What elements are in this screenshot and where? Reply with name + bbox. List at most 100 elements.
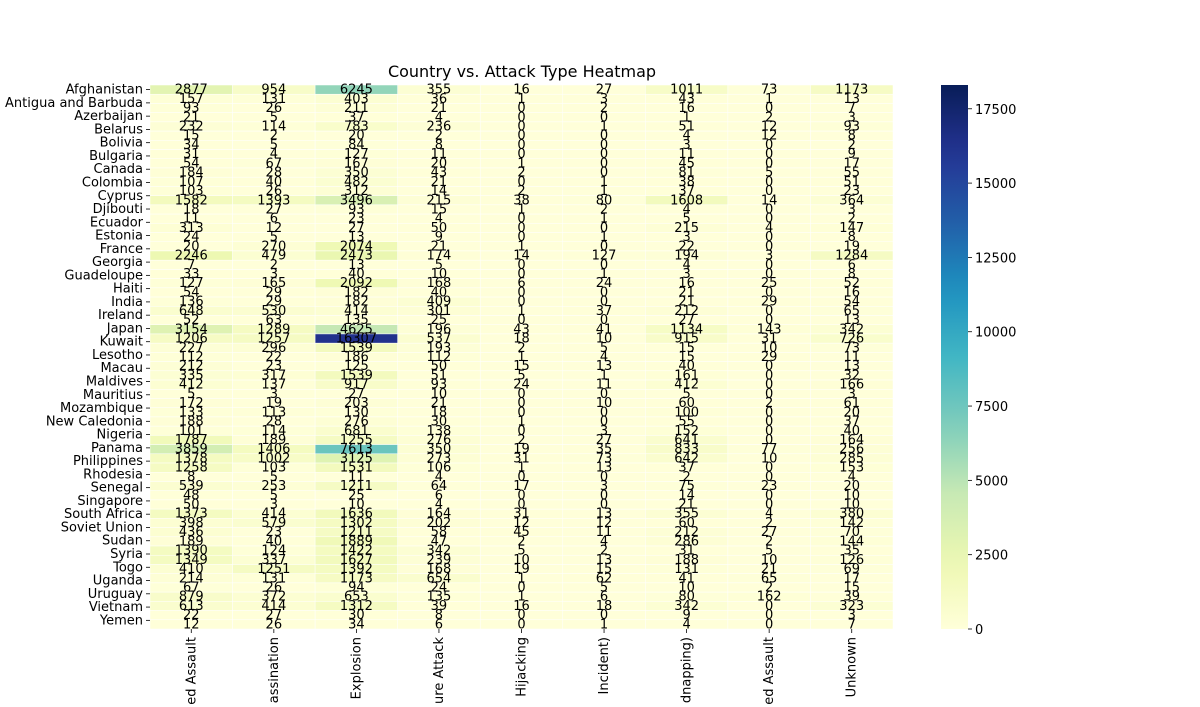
cell-value-label: 2 — [517, 166, 525, 181]
cell-value-label: 3 — [848, 202, 856, 217]
cell-value-label: 127 — [179, 276, 204, 291]
cell-value-label: 28 — [266, 166, 283, 181]
cell-value-label: 27 — [266, 608, 283, 623]
cell-value-label: 879 — [179, 590, 204, 605]
cell-value-label: 2 — [765, 396, 773, 411]
cell-value-label: 10 — [431, 387, 448, 402]
cell-value-label: 335 — [179, 368, 204, 383]
cell-value-label: 0 — [517, 498, 525, 513]
cell-value-label: 11 — [596, 378, 613, 393]
cell-value-label: 1 — [600, 184, 608, 199]
cell-value-label: 1349 — [175, 553, 208, 568]
cell-value-label: 1392 — [340, 562, 373, 577]
cell-value-label: 0 — [600, 295, 608, 310]
cell-value-label: 2 — [270, 129, 278, 144]
cell-value-label: 81 — [678, 166, 695, 181]
cell-value-label: 355 — [674, 507, 699, 522]
cell-value-label: 0 — [600, 470, 608, 485]
cell-value-label: 0 — [600, 110, 608, 125]
cell-value-label: 4 — [270, 147, 278, 162]
column-tick-label: Incident) — [597, 637, 612, 695]
cell-value-label: 35 — [843, 544, 860, 559]
cell-value-label: 27 — [678, 313, 695, 328]
cell-value-label: 41 — [678, 571, 695, 586]
cell-value-label: 0 — [517, 138, 525, 153]
row-tick-label: Afghanistan — [66, 83, 143, 98]
row-tick-label: Japan — [106, 321, 143, 336]
cell-value-label: 6 — [270, 212, 278, 227]
cell-value-label: 0 — [600, 285, 608, 300]
cell-value-label: 915 — [674, 332, 699, 347]
cell-value-label: 27 — [596, 83, 613, 98]
cell-value-label: 0 — [517, 212, 525, 227]
cell-value-label: 16 — [513, 83, 530, 98]
cell-value-label: 0 — [765, 267, 773, 282]
cell-value-label: 0 — [517, 424, 525, 439]
cell-value-label: 8 — [187, 470, 195, 485]
cell-value-label: 15 — [596, 562, 613, 577]
column-tick-label: assination — [267, 637, 282, 703]
cell-value-label: 0 — [517, 470, 525, 485]
cell-value-label: 161 — [674, 368, 699, 383]
cell-value-label: 4 — [682, 129, 690, 144]
cell-value-label: 20 — [348, 129, 365, 144]
cell-value-label: 5 — [517, 544, 525, 559]
cell-value-label: 80 — [596, 193, 613, 208]
cell-value-label: 726 — [839, 332, 864, 347]
cell-value-label: 65 — [761, 571, 778, 586]
cell-value-label: 43 — [513, 322, 530, 337]
cell-value-label: 93 — [348, 202, 365, 217]
row-tick-label: Colombia — [82, 175, 143, 190]
cell-value-label: 131 — [261, 571, 286, 586]
colorbar: 0 2500 5000 7500 10000 12500 15000 17500 — [941, 85, 1016, 638]
cell-value-label: 193 — [427, 341, 452, 356]
cell-value-label: 0 — [765, 184, 773, 199]
cell-value-label: 215 — [427, 193, 452, 208]
cell-value-label: 5 — [270, 110, 278, 125]
cell-value-label: 23 — [266, 525, 283, 540]
cell-value-label: 1539 — [340, 341, 373, 356]
cell-value-label: 5 — [765, 166, 773, 181]
cell-value-label: 29 — [761, 295, 778, 310]
cell-value-label: 48 — [183, 488, 200, 503]
cell-value-label: 2 — [517, 534, 525, 549]
cell-value-label: 13 — [596, 507, 613, 522]
row-tick-label: Maldives — [86, 375, 143, 390]
cell-value-label: 5 — [517, 368, 525, 383]
cell-value-label: 114 — [261, 424, 286, 439]
cell-value-label: 39 — [431, 599, 448, 614]
cell-value-label: 21 — [431, 396, 448, 411]
cell-value-label: 1302 — [340, 516, 373, 531]
cell-value-label: 0 — [517, 488, 525, 503]
cell-value-label: 12 — [513, 516, 530, 531]
cell-value-label: 4625 — [340, 322, 373, 337]
cell-value-label: 1 — [600, 267, 608, 282]
cell-value-label: 4 — [682, 202, 690, 217]
cell-value-label: 18 — [513, 332, 530, 347]
cell-value-label: 0 — [600, 138, 608, 153]
cell-value-label: 112 — [427, 350, 452, 365]
cell-value-label: 0 — [600, 221, 608, 236]
cell-value-label: 16 — [678, 101, 695, 116]
cell-value-label: 21 — [183, 110, 200, 125]
row-tick-label: Georgia — [92, 255, 143, 270]
cell-value-label: 3 — [270, 267, 278, 282]
cell-value-label: 35 — [596, 442, 613, 457]
cell-value-label: 2 — [848, 212, 856, 227]
column-tick-label: ure Attack — [432, 637, 447, 704]
cell-value-label: 26 — [266, 184, 283, 199]
cell-value-label: 2 — [517, 184, 525, 199]
colorbar-tick-label: 5000 — [975, 474, 1008, 489]
cell-value-label: 167 — [344, 156, 369, 171]
cell-value-label: 24 — [431, 581, 448, 596]
cell-value-label: 31 — [513, 507, 530, 522]
cell-value-label: 654 — [427, 571, 452, 586]
cell-value-label: 3 — [682, 230, 690, 245]
cell-value-label: 276 — [344, 415, 369, 430]
cell-value-label: 14 — [431, 184, 448, 199]
cell-value-label: 130 — [344, 405, 369, 420]
cell-value-label: 2 — [270, 258, 278, 273]
cell-value-label: 12 — [761, 129, 778, 144]
cell-value-label: 3 — [682, 267, 690, 282]
cell-value-label: 40 — [431, 285, 448, 300]
